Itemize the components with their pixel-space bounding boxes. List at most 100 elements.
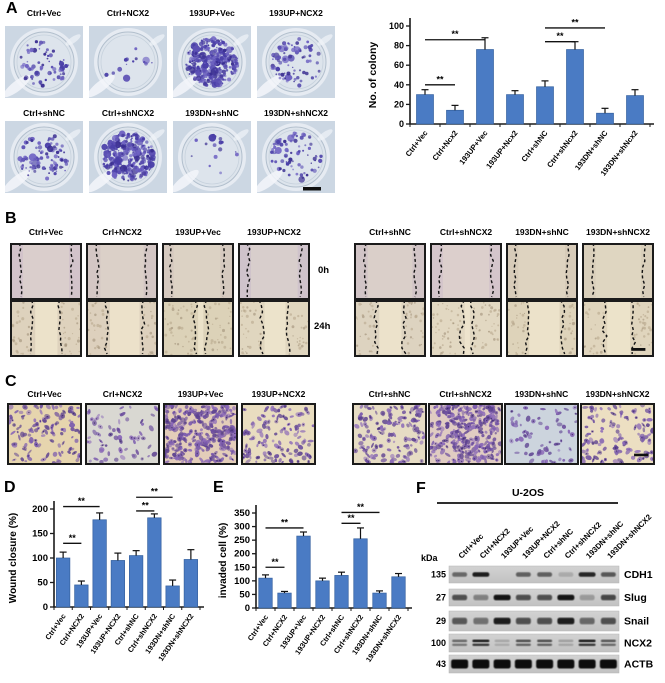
significance-stars: ** bbox=[451, 29, 459, 39]
x-category-label: 193UP+Ncx2 bbox=[484, 129, 519, 171]
stained-cells bbox=[430, 405, 501, 463]
wound-edge-line bbox=[140, 302, 146, 355]
invasion-group-label: Ctrl+shNC bbox=[368, 389, 411, 399]
panel-f-label: F bbox=[416, 480, 426, 497]
western-blot: U-2OSCtrl+VecCtrl+NCX2193UP+Vec193UP+NCX… bbox=[421, 487, 654, 674]
bar bbox=[506, 94, 524, 125]
wound-edge-line bbox=[590, 245, 595, 298]
colony-dots bbox=[190, 133, 239, 175]
bar bbox=[334, 575, 349, 609]
protein-band bbox=[537, 617, 553, 625]
protein-band bbox=[515, 594, 531, 601]
y-tick-label: 100 bbox=[234, 576, 250, 587]
protein-band bbox=[452, 617, 468, 625]
wound-edge-line bbox=[437, 245, 443, 298]
bar bbox=[372, 592, 387, 609]
y-axis-title: Wound closure (%) bbox=[8, 513, 19, 603]
timepoint-0h-label: 0h bbox=[318, 265, 330, 276]
wound-healing-grid: Ctrl+Vec Crl+NCX2 193UP+Vec 193UP+NCX2 Ctrl+… bbox=[0, 211, 665, 361]
dish-reflection bbox=[5, 34, 81, 98]
wound-image-24h bbox=[10, 300, 82, 357]
kda-marker: 100 bbox=[431, 638, 446, 648]
invasion-image bbox=[85, 403, 160, 465]
y-tick-label: 350 bbox=[234, 508, 250, 519]
bar bbox=[147, 517, 162, 608]
protein-label: Snail bbox=[624, 616, 649, 628]
wound-group-label: Crl+NCX2 bbox=[102, 227, 142, 237]
wound-edge-line bbox=[489, 245, 495, 298]
colony-dish-image bbox=[89, 26, 167, 98]
stained-cells bbox=[509, 405, 577, 463]
x-category-label: 193UP+Vec bbox=[457, 129, 489, 167]
wound-edge-line bbox=[221, 245, 226, 298]
significance-stars: ** bbox=[436, 74, 444, 84]
blot-strip bbox=[448, 610, 620, 632]
invasion-image bbox=[580, 403, 655, 465]
panel-d-label: D bbox=[4, 479, 16, 496]
protein-band bbox=[472, 659, 490, 669]
invasion-group-label: Ctrl+shNCX2 bbox=[439, 389, 492, 399]
y-tick-label: 40 bbox=[394, 80, 404, 90]
cell-texture bbox=[240, 302, 308, 355]
significance-stars: ** bbox=[271, 557, 279, 567]
wound-edge-line bbox=[168, 245, 173, 298]
wound-group-label: Ctrl+Vec bbox=[28, 227, 64, 237]
significance-stars: ** bbox=[78, 496, 86, 506]
colony-dots bbox=[19, 40, 70, 88]
blot-strip bbox=[448, 565, 620, 584]
wound-edge-line bbox=[362, 245, 368, 298]
colony-dots bbox=[270, 37, 321, 88]
dish-label: Ctrl+shNCX2 bbox=[101, 108, 155, 118]
protein-band bbox=[600, 572, 616, 577]
protein-band bbox=[600, 594, 616, 601]
wound-edge-line bbox=[95, 245, 100, 298]
invasion-image bbox=[352, 403, 427, 465]
wound-edge-line bbox=[513, 245, 518, 298]
colony-dots bbox=[17, 134, 69, 181]
wound-edge-line bbox=[298, 245, 303, 298]
wound-group-label: 193DN+shNC bbox=[515, 227, 569, 237]
bar bbox=[92, 519, 107, 608]
protein-band bbox=[514, 659, 532, 669]
y-tick-label: 100 bbox=[32, 553, 48, 564]
x-category-label: Ctrl+shNC bbox=[519, 128, 549, 163]
bar bbox=[258, 577, 273, 609]
protein-band bbox=[557, 617, 575, 625]
panel-a-label: A bbox=[6, 0, 18, 17]
protein-band bbox=[515, 639, 531, 643]
protein-band bbox=[558, 572, 574, 577]
stained-cells bbox=[582, 405, 653, 463]
wound-closure-bar-chart: 050100150200Ctrl+VecCtrl+NCX2193UP+Vec19… bbox=[8, 487, 204, 663]
blot-strip bbox=[448, 633, 620, 653]
wound-image-24h bbox=[430, 300, 502, 357]
stained-cells bbox=[165, 405, 236, 463]
colony-dish-image bbox=[5, 121, 83, 193]
cell-texture bbox=[584, 302, 652, 355]
significance-stars: ** bbox=[142, 500, 150, 510]
colony-dish-image bbox=[173, 26, 251, 98]
protein-band bbox=[557, 594, 575, 601]
protein-band bbox=[452, 572, 468, 577]
blot-strip bbox=[448, 588, 620, 607]
stained-cells bbox=[243, 405, 314, 463]
bar bbox=[74, 584, 89, 608]
y-tick-label: 250 bbox=[234, 535, 250, 546]
dish-reflection bbox=[89, 34, 165, 98]
wound-edge-line bbox=[57, 302, 63, 355]
y-tick-label: 50 bbox=[239, 589, 250, 600]
wound-edge-line bbox=[524, 302, 530, 355]
dish-label: 193UP+Vec bbox=[189, 8, 235, 18]
y-tick-label: 300 bbox=[234, 522, 250, 533]
invasion-grid: Ctrl+Vec Crl+NCX2 193UP+Vec 193UP+NCX2 Ctrl+… bbox=[0, 374, 665, 474]
kda-marker: 29 bbox=[436, 616, 446, 626]
significance-stars: ** bbox=[571, 17, 579, 27]
kda-marker: 43 bbox=[436, 659, 446, 669]
bar bbox=[56, 557, 71, 608]
y-tick-label: 0 bbox=[43, 602, 48, 613]
invasion-group-label: 193DN+shNC bbox=[514, 389, 569, 399]
cell-texture bbox=[432, 302, 500, 355]
blot-strip bbox=[448, 654, 620, 674]
cell-line-title: U-2OS bbox=[512, 487, 544, 499]
protein-band bbox=[537, 572, 553, 577]
